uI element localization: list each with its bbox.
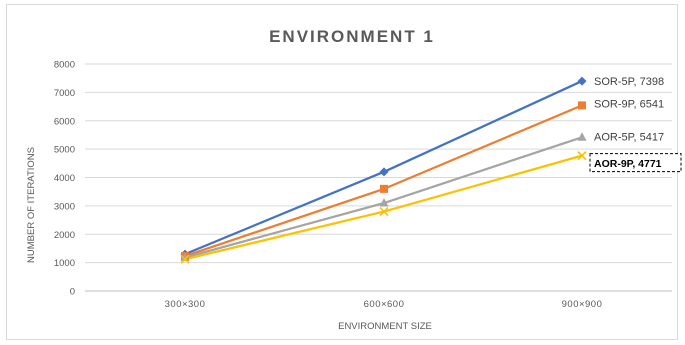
- data-point-aor-5p: [180, 252, 190, 262]
- y-tick-label: 3000: [54, 201, 75, 212]
- data-point-aor-9p: [577, 151, 587, 161]
- data-point-aor-9p: [180, 254, 190, 264]
- y-tick-label: 6000: [54, 116, 75, 127]
- x-tick-label: 600×600: [364, 299, 405, 310]
- data-point-aor-5p: [577, 132, 587, 141]
- y-tick-label: 4000: [54, 173, 75, 184]
- series-line-sor-9p: [184, 104, 583, 258]
- x-tick-label: 300×300: [165, 299, 206, 310]
- y-tick-label: 1000: [54, 258, 75, 269]
- gridlines: [85, 63, 672, 292]
- x-tick-label: 900×900: [562, 299, 603, 310]
- data-labels: SOR-5P, 7398 SOR-9P, 6541 AOR-5P, 5417 AOR-…: [589, 76, 682, 173]
- chart-frame: [6, 4, 678, 340]
- data-point-aor-5p: [379, 198, 389, 207]
- y-axis-ticks: 0 1000 2000 3000 4000 5000 6000 7000 8000: [54, 60, 75, 298]
- data-point-sor-5p: [577, 76, 587, 86]
- y-tick-label: 7000: [54, 88, 75, 99]
- data-point-sor-9p: [578, 101, 586, 110]
- series-line-sor-5p: [184, 80, 583, 256]
- x-axis-label: ENVIRONMENT SIZE: [338, 321, 432, 332]
- data-label-aor-9p: AOR-9P, 4771: [594, 158, 662, 170]
- data-point-sor-9p: [380, 184, 388, 193]
- series-group: [180, 76, 587, 264]
- y-tick-label: 0: [70, 287, 75, 298]
- data-label-aor-5p: AOR-5P, 5417: [594, 131, 664, 143]
- chart-title: ENVIRONMENT 1: [269, 27, 435, 46]
- data-label-sor-9p: SOR-9P, 6541: [594, 98, 664, 110]
- y-tick-label: 2000: [54, 230, 75, 241]
- data-point-aor-9p: [379, 206, 389, 217]
- y-tick-label: 5000: [54, 145, 75, 156]
- y-axis-label: NUMBER OF ITERATIONS: [26, 147, 37, 263]
- data-label-sor-5p: SOR-5P, 7398: [594, 76, 664, 88]
- series-line-aor-5p: [184, 136, 583, 259]
- data-label-box: [589, 153, 682, 173]
- x-axis-ticks: 300×300 600×600 900×900: [165, 299, 603, 310]
- data-point-sor-5p: [379, 167, 389, 177]
- y-tick-label: 8000: [54, 60, 75, 71]
